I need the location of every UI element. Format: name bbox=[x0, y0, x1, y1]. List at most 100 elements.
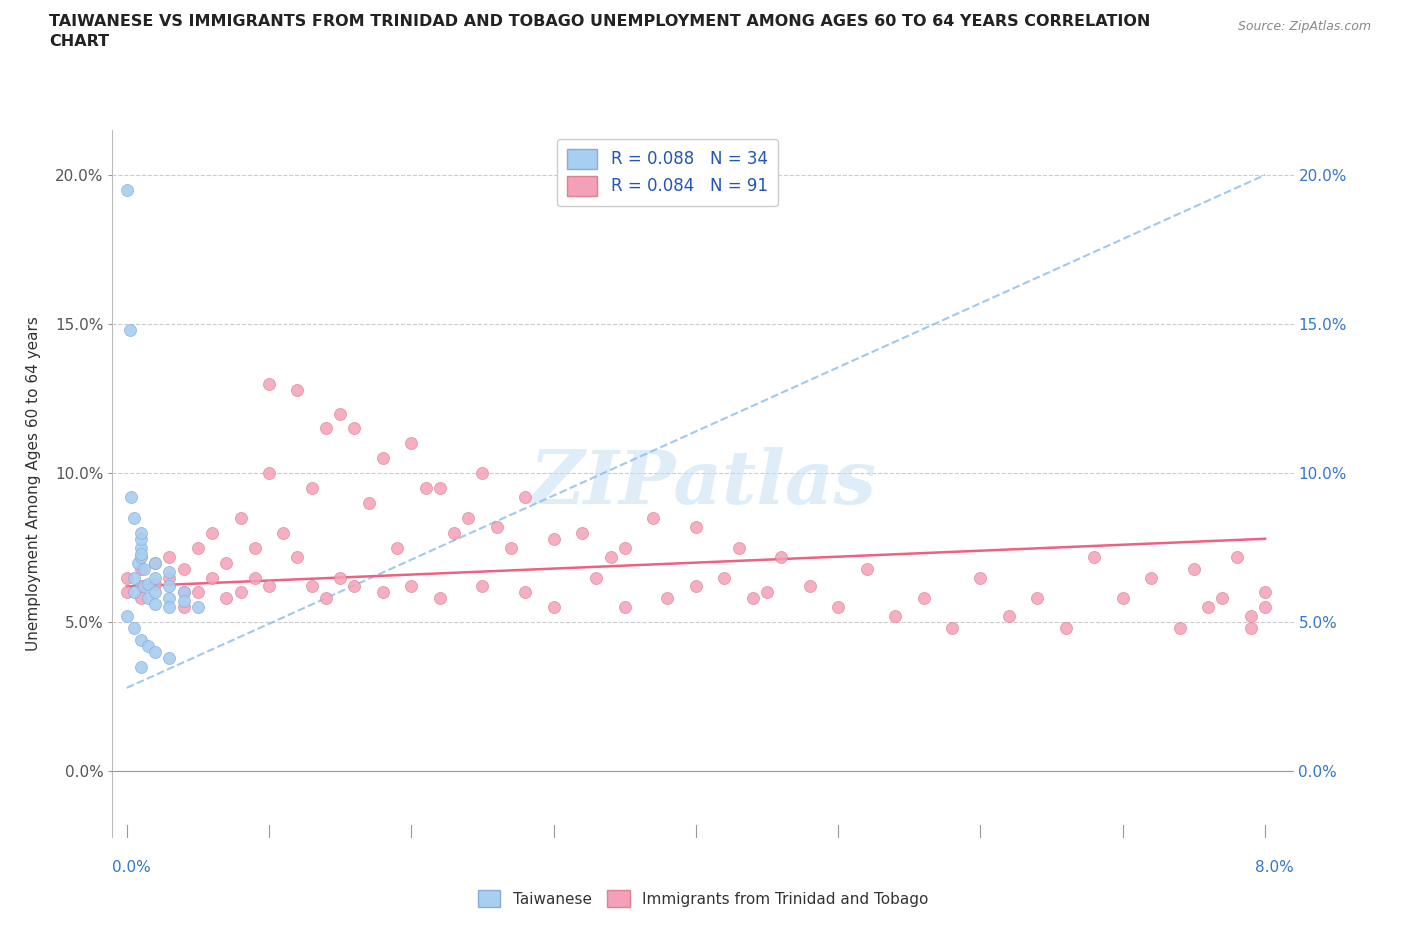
Point bbox=[429, 481, 451, 496]
Point bbox=[799, 579, 821, 594]
Point bbox=[471, 466, 494, 481]
Point bbox=[129, 659, 152, 674]
Point bbox=[143, 597, 166, 612]
Point bbox=[157, 565, 180, 579]
Point bbox=[215, 555, 238, 570]
Point bbox=[115, 182, 138, 197]
Point bbox=[415, 481, 437, 496]
Point bbox=[157, 591, 180, 605]
Y-axis label: Unemployment Among Ages 60 to 64 years: Unemployment Among Ages 60 to 64 years bbox=[27, 316, 41, 651]
Point bbox=[599, 550, 621, 565]
Point bbox=[371, 451, 394, 466]
Point bbox=[301, 481, 323, 496]
Text: 0.0%: 0.0% bbox=[112, 860, 152, 875]
Point bbox=[485, 519, 508, 534]
Point bbox=[229, 585, 252, 600]
Point bbox=[713, 570, 735, 585]
Point bbox=[127, 555, 149, 570]
Point bbox=[1226, 550, 1249, 565]
Point bbox=[257, 377, 280, 392]
Point bbox=[129, 591, 152, 605]
Point bbox=[315, 591, 337, 605]
Point bbox=[1054, 621, 1077, 636]
Point bbox=[315, 421, 337, 436]
Point bbox=[357, 496, 380, 511]
Point bbox=[132, 579, 155, 594]
Point bbox=[215, 591, 238, 605]
Point bbox=[471, 579, 494, 594]
Text: ZIPatlas: ZIPatlas bbox=[530, 447, 876, 520]
Point bbox=[329, 570, 352, 585]
Point bbox=[115, 609, 138, 624]
Point bbox=[129, 561, 152, 576]
Point bbox=[143, 576, 166, 591]
Point bbox=[271, 525, 294, 540]
Point bbox=[385, 540, 408, 555]
Point bbox=[741, 591, 763, 605]
Point bbox=[941, 621, 963, 636]
Point bbox=[201, 525, 224, 540]
Point bbox=[229, 511, 252, 525]
Point bbox=[770, 550, 793, 565]
Point bbox=[136, 639, 159, 654]
Point bbox=[129, 579, 152, 594]
Text: 8.0%: 8.0% bbox=[1254, 860, 1294, 875]
Point bbox=[657, 591, 679, 605]
Point bbox=[122, 621, 145, 636]
Point bbox=[120, 489, 142, 504]
Point bbox=[173, 594, 195, 609]
Point bbox=[129, 546, 152, 561]
Point bbox=[157, 651, 180, 666]
Legend: R = 0.088   N = 34, R = 0.084   N = 91: R = 0.088 N = 34, R = 0.084 N = 91 bbox=[557, 139, 778, 206]
Point bbox=[685, 519, 707, 534]
Point bbox=[129, 550, 152, 565]
Point bbox=[1254, 585, 1277, 600]
Point bbox=[1182, 561, 1205, 576]
Point bbox=[243, 540, 266, 555]
Point bbox=[827, 600, 849, 615]
Point bbox=[122, 570, 145, 585]
Point bbox=[499, 540, 522, 555]
Point bbox=[143, 555, 166, 570]
Point bbox=[371, 585, 394, 600]
Text: Source: ZipAtlas.com: Source: ZipAtlas.com bbox=[1237, 20, 1371, 33]
Point bbox=[173, 585, 195, 600]
Point bbox=[855, 561, 877, 576]
Point bbox=[401, 579, 423, 594]
Point bbox=[1168, 621, 1191, 636]
Point bbox=[287, 382, 309, 397]
Point bbox=[1240, 609, 1263, 624]
Point bbox=[613, 600, 636, 615]
Point bbox=[457, 511, 479, 525]
Point bbox=[136, 576, 159, 591]
Point bbox=[1026, 591, 1049, 605]
Point bbox=[173, 600, 195, 615]
Point bbox=[727, 540, 749, 555]
Point bbox=[401, 436, 423, 451]
Point bbox=[343, 579, 366, 594]
Point bbox=[129, 540, 152, 555]
Point bbox=[243, 570, 266, 585]
Point bbox=[143, 570, 166, 585]
Point bbox=[543, 600, 565, 615]
Point bbox=[187, 585, 209, 600]
Point bbox=[122, 511, 145, 525]
Point bbox=[132, 561, 155, 576]
Point bbox=[143, 644, 166, 659]
Point bbox=[143, 585, 166, 600]
Point bbox=[613, 540, 636, 555]
Point bbox=[157, 600, 180, 615]
Text: CHART: CHART bbox=[49, 34, 110, 49]
Point bbox=[685, 579, 707, 594]
Point bbox=[543, 531, 565, 546]
Point bbox=[1083, 550, 1105, 565]
Point bbox=[157, 570, 180, 585]
Point bbox=[513, 585, 536, 600]
Point bbox=[1254, 600, 1277, 615]
Point bbox=[136, 591, 159, 605]
Point bbox=[118, 323, 141, 338]
Point bbox=[1211, 591, 1233, 605]
Point bbox=[1112, 591, 1135, 605]
Point bbox=[187, 540, 209, 555]
Point bbox=[571, 525, 593, 540]
